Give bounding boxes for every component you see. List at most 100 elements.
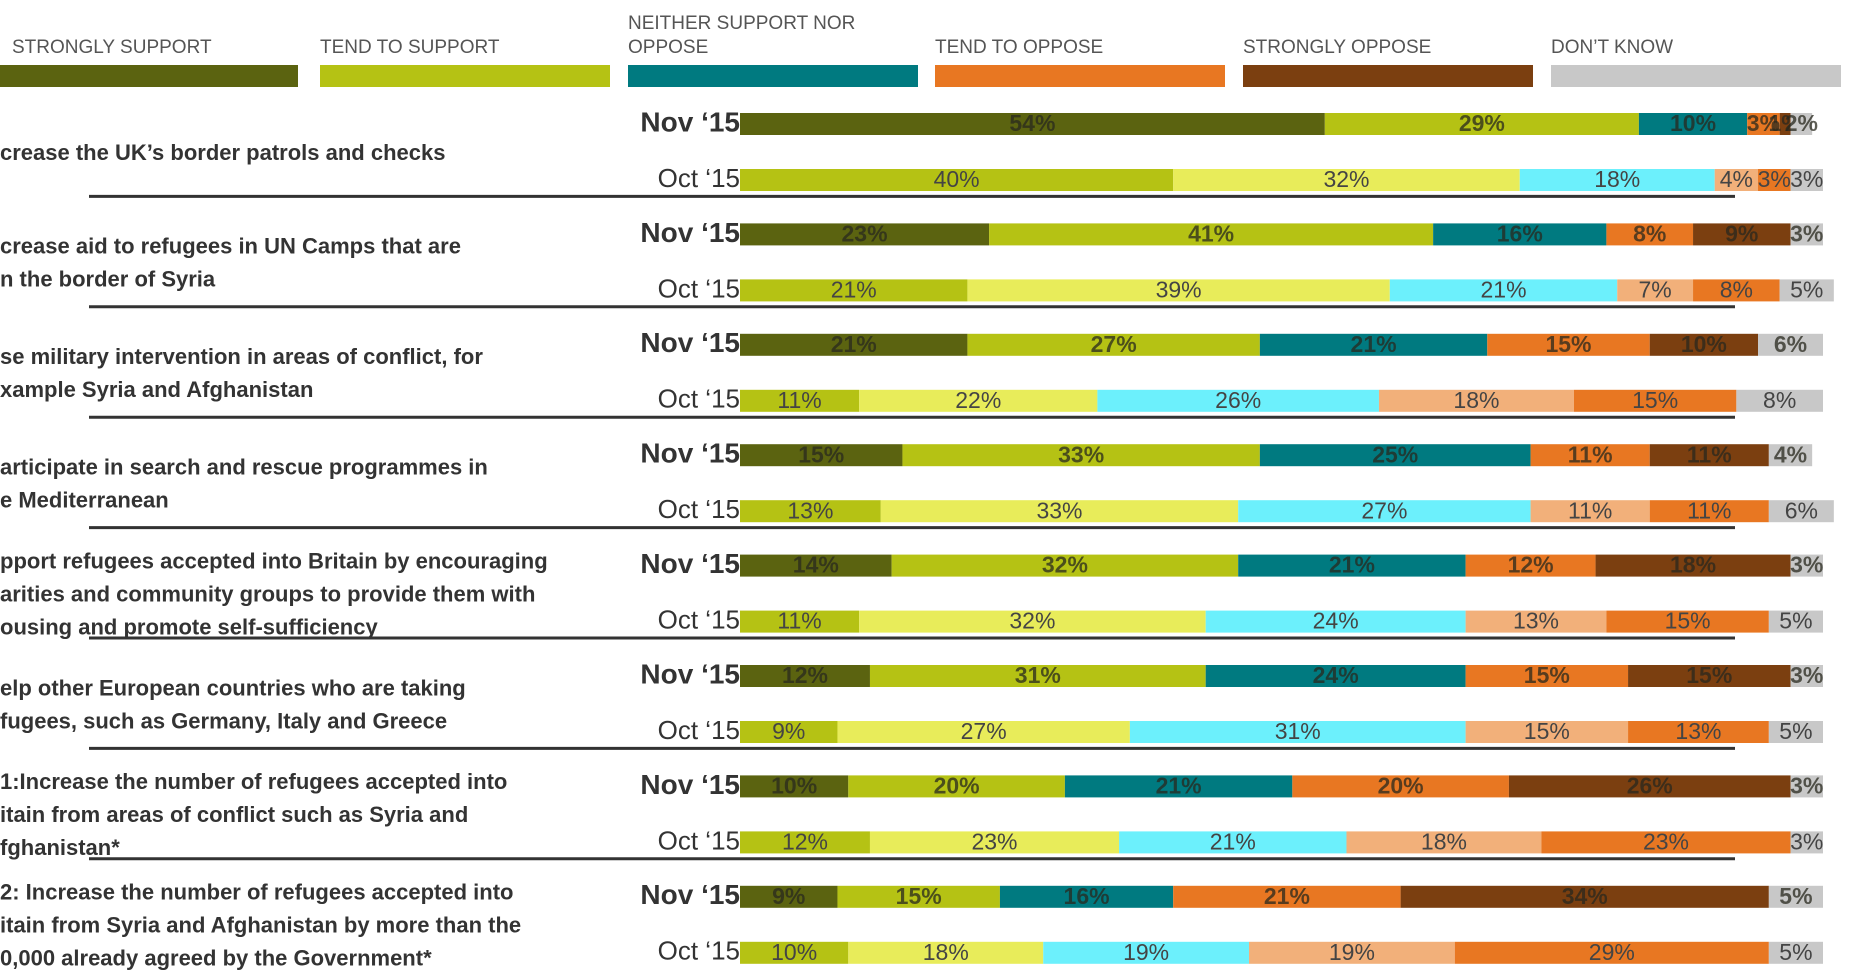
bar-segment bbox=[1465, 554, 1596, 577]
bar-segment bbox=[740, 389, 860, 412]
legend-label: TEND TO OPPOSE bbox=[935, 37, 1104, 58]
bar-segment bbox=[740, 169, 1174, 191]
value-label: 32% bbox=[1009, 608, 1055, 634]
bar-segment bbox=[740, 721, 838, 743]
bar-segment bbox=[1628, 665, 1791, 687]
bar-segment bbox=[848, 775, 1065, 798]
bar-segment bbox=[869, 665, 1206, 687]
value-label: 34% bbox=[1562, 883, 1608, 909]
bar-segment bbox=[1790, 775, 1823, 798]
row-label: 0,000 already agreed by the Government* bbox=[0, 946, 432, 971]
bar-segment bbox=[1129, 721, 1466, 743]
bar-segment bbox=[1530, 500, 1650, 523]
value-label: 9% bbox=[772, 718, 805, 744]
value-label: 11% bbox=[777, 387, 821, 413]
legend-swatch bbox=[628, 65, 918, 87]
bar-segment bbox=[1238, 500, 1531, 523]
value-label: 21% bbox=[831, 276, 877, 302]
row-label: e Mediterranean bbox=[0, 488, 169, 513]
row-label: articipate in search and rescue programm… bbox=[0, 455, 488, 480]
value-label: 7% bbox=[1639, 276, 1672, 302]
period-label: Nov ‘15 bbox=[640, 879, 740, 910]
value-label: 11% bbox=[1687, 441, 1732, 467]
bar-segment bbox=[740, 665, 870, 687]
bar-segment bbox=[967, 279, 1390, 302]
bar-segment bbox=[1790, 554, 1823, 577]
row-label: 2: Increase the number of refugees accep… bbox=[0, 880, 513, 905]
bar-segment bbox=[1790, 831, 1823, 854]
bar-segment bbox=[1389, 279, 1618, 302]
value-label: 33% bbox=[1058, 441, 1104, 467]
bar-segment bbox=[1768, 721, 1823, 743]
bar-segment bbox=[1433, 223, 1607, 246]
bar-segment bbox=[1465, 665, 1629, 687]
value-label: 9% bbox=[1725, 220, 1758, 246]
value-label: 16% bbox=[1064, 883, 1110, 909]
period-label: Oct ‘15 bbox=[658, 163, 740, 193]
bar-segment bbox=[1205, 665, 1466, 687]
bar-segment bbox=[1758, 333, 1823, 356]
value-label: 9% bbox=[772, 883, 805, 909]
legend-swatch bbox=[935, 65, 1225, 87]
bar-segment bbox=[1693, 223, 1791, 246]
row-label: ousing and promote self-sufficiency bbox=[0, 614, 378, 639]
period-label: Nov ‘15 bbox=[640, 658, 740, 689]
value-label: 20% bbox=[1378, 772, 1424, 798]
value-label: 5% bbox=[1779, 608, 1812, 634]
bar-segment bbox=[902, 444, 1260, 467]
value-label: 21% bbox=[1351, 331, 1397, 357]
value-label: 54% bbox=[1009, 110, 1055, 136]
bar-segment bbox=[1530, 444, 1650, 467]
bar-segment bbox=[859, 389, 1098, 412]
value-label: 18% bbox=[1453, 387, 1499, 413]
value-label: 3% bbox=[1790, 662, 1823, 688]
bar-segment bbox=[859, 610, 1206, 633]
bar-segment bbox=[1638, 113, 1748, 135]
bar-segment bbox=[1768, 941, 1823, 964]
value-label: 10% bbox=[771, 939, 817, 965]
value-label: 26% bbox=[1215, 387, 1261, 413]
value-label: 5% bbox=[1779, 939, 1812, 965]
value-label: 18% bbox=[923, 939, 969, 965]
value-label: 20% bbox=[934, 772, 980, 798]
value-label: 6% bbox=[1785, 497, 1818, 523]
value-label: 15% bbox=[1686, 662, 1732, 688]
bar-segment bbox=[1487, 333, 1650, 356]
value-label: 15% bbox=[1665, 608, 1711, 634]
bar-segment bbox=[1519, 169, 1715, 191]
bar-segment bbox=[1097, 389, 1379, 412]
bar-segment bbox=[740, 941, 849, 964]
row-label: pport refugees accepted into Britain by … bbox=[0, 548, 548, 573]
legend-label: TEND TO SUPPORT bbox=[320, 37, 500, 58]
bar-segment bbox=[1649, 444, 1769, 467]
value-label: 8% bbox=[1720, 276, 1753, 302]
bar-segment bbox=[1693, 279, 1780, 302]
bar-segment bbox=[1573, 389, 1737, 412]
value-label: 15% bbox=[798, 441, 844, 467]
bar-segment bbox=[1790, 665, 1823, 687]
bar-segment bbox=[1043, 941, 1250, 964]
row-label: xample Syria and Afghanistan bbox=[0, 377, 313, 402]
value-label: 22% bbox=[955, 387, 1001, 413]
value-label: 3% bbox=[1758, 166, 1791, 192]
bar-segment bbox=[1768, 610, 1823, 633]
bar-segment bbox=[967, 333, 1260, 356]
row-label: se military intervention in areas of con… bbox=[0, 344, 483, 369]
value-label: 13% bbox=[787, 497, 833, 523]
bar-segment bbox=[1454, 941, 1769, 964]
row-label: itain from areas of conflict such as Syr… bbox=[0, 802, 468, 827]
bar-segment bbox=[1064, 775, 1293, 798]
period-label: Nov ‘15 bbox=[640, 327, 740, 358]
value-label: 6% bbox=[1774, 331, 1807, 357]
value-label: 11% bbox=[1568, 441, 1613, 467]
period-label: Nov ‘15 bbox=[640, 548, 740, 579]
value-label: 4% bbox=[1774, 441, 1807, 467]
value-label: 11% bbox=[777, 608, 821, 634]
value-label: 2% bbox=[1785, 110, 1818, 136]
value-label: 23% bbox=[842, 220, 888, 246]
value-label: 41% bbox=[1188, 220, 1234, 246]
value-label: 33% bbox=[1036, 497, 1082, 523]
bar-segment bbox=[1768, 885, 1823, 908]
bar-segment bbox=[1779, 279, 1834, 302]
value-label: 29% bbox=[1589, 939, 1635, 965]
